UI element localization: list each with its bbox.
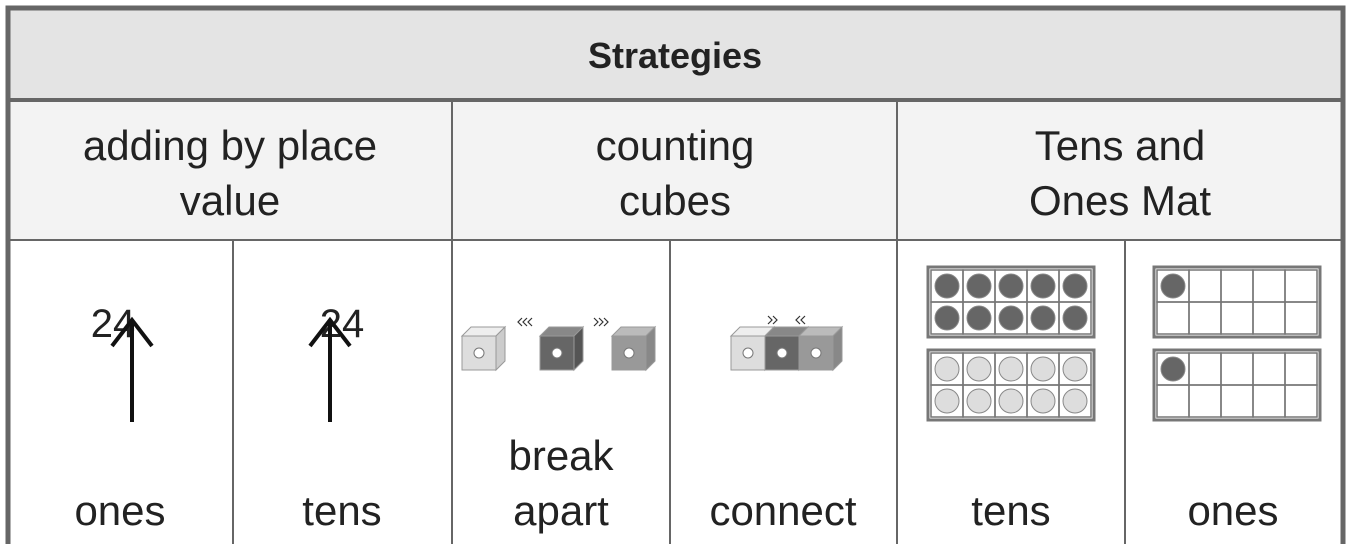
counter: [1030, 273, 1056, 299]
cube-hole: [742, 347, 754, 359]
counter: [934, 356, 960, 382]
counter: [966, 305, 992, 331]
arrow: [308, 316, 352, 422]
outer-border: [5, 5, 1346, 544]
counter: [998, 388, 1024, 414]
frame-cell: [1058, 301, 1092, 335]
counter: [1160, 356, 1186, 382]
chevron: [593, 317, 599, 327]
counter: [1062, 273, 1088, 299]
counter: [1062, 305, 1088, 331]
cube-hole: [551, 347, 563, 359]
counter: [1030, 388, 1056, 414]
counter: [966, 356, 992, 382]
counter: [998, 305, 1024, 331]
chevron: [772, 315, 778, 325]
group-label: cubes: [619, 177, 731, 224]
title-row: [8, 8, 1343, 100]
counter: [1062, 356, 1088, 382]
cube-hole: [810, 347, 822, 359]
chevron: [800, 315, 806, 325]
chevron: [517, 317, 523, 327]
group-row: [8, 100, 1343, 240]
chevron: [795, 315, 801, 325]
group-label: adding by place: [83, 122, 377, 169]
counter: [966, 388, 992, 414]
counter: [966, 273, 992, 299]
frame-cell: [1284, 301, 1318, 335]
cell-label: connect: [709, 487, 856, 534]
group-label: value: [180, 177, 280, 224]
cube-hole: [776, 347, 788, 359]
counter: [934, 273, 960, 299]
grid: [5, 5, 1346, 544]
group-label: Tens and: [1035, 122, 1205, 169]
counter: [998, 356, 1024, 382]
counter: [998, 273, 1024, 299]
ten-frames: [926, 265, 1322, 422]
chevron: [767, 315, 773, 325]
group-label: counting: [596, 122, 755, 169]
cube-illustration: [460, 315, 844, 372]
chevron: [527, 317, 533, 327]
cell-label: tens: [971, 487, 1050, 534]
cell-label: break: [508, 432, 614, 479]
chevron: [598, 317, 604, 327]
frame-cell: [1284, 384, 1318, 418]
chevron: [603, 317, 609, 327]
cell-label: ones: [74, 487, 165, 534]
counter: [1062, 388, 1088, 414]
cell-label: ones: [1187, 487, 1278, 534]
counter: [1160, 273, 1186, 299]
group-label: Ones Mat: [1029, 177, 1211, 224]
cell-label: apart: [513, 487, 609, 534]
counter: [1030, 305, 1056, 331]
cube-hole: [473, 347, 485, 359]
arrow: [110, 316, 154, 422]
frame-cell: [1058, 384, 1092, 418]
counter: [1030, 356, 1056, 382]
counter: [934, 305, 960, 331]
title: Strategies: [588, 35, 762, 76]
cube-hole: [623, 347, 635, 359]
counter: [934, 388, 960, 414]
cell-label: tens: [302, 487, 381, 534]
chevron: [522, 317, 528, 327]
